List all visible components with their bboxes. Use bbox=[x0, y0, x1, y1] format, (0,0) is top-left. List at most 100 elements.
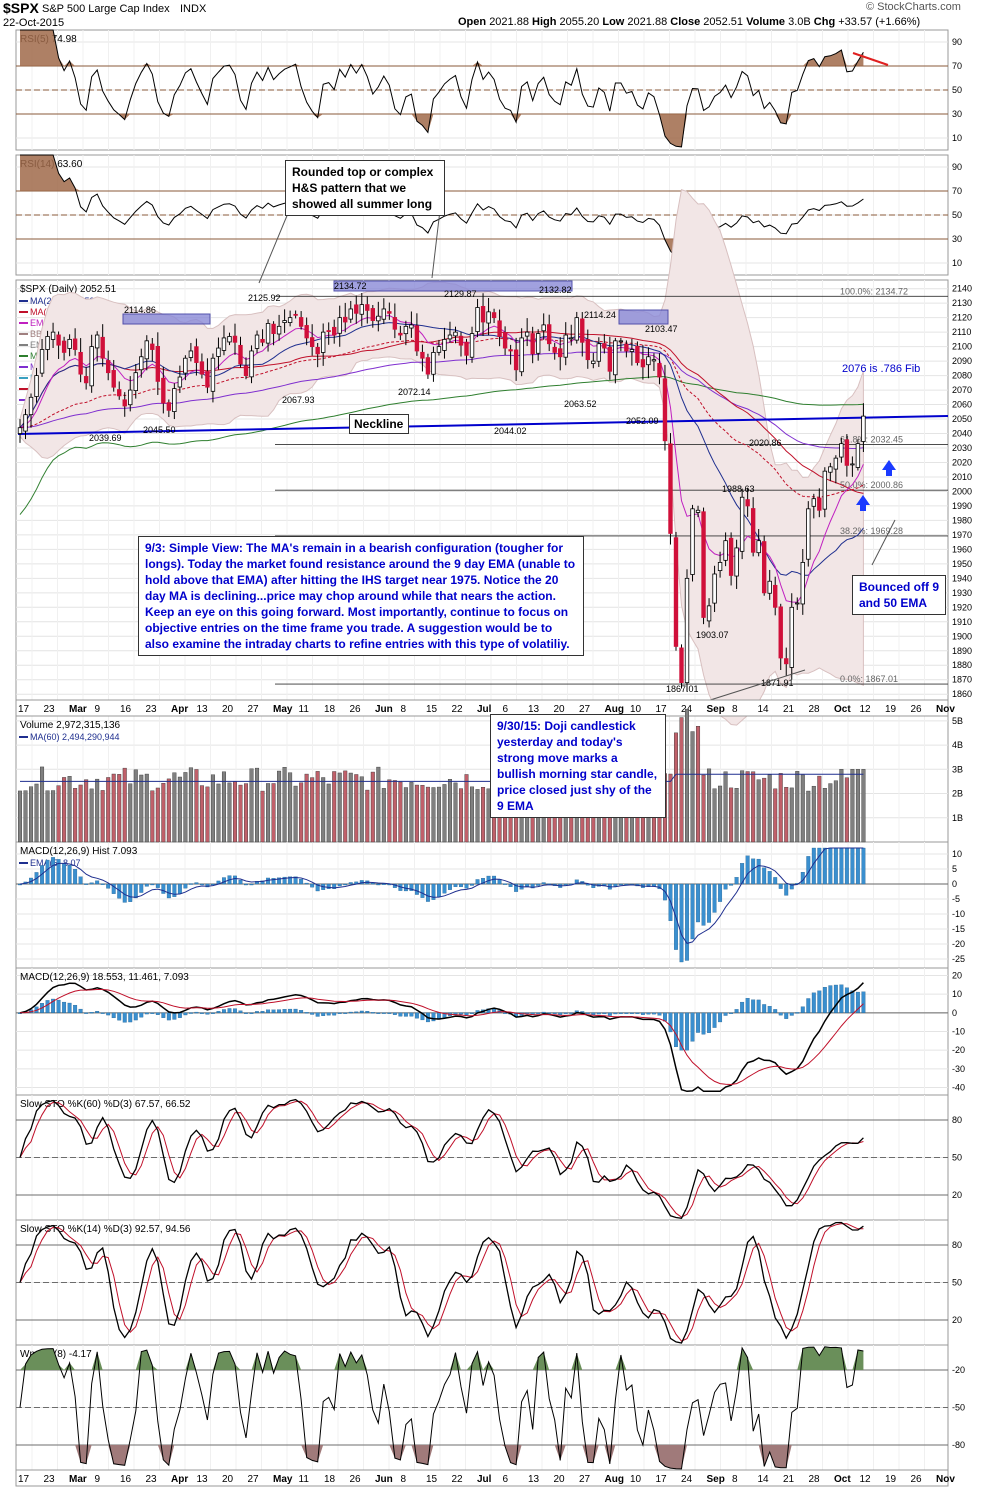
candle-body bbox=[491, 312, 497, 319]
hist-bar bbox=[271, 1009, 276, 1013]
candle bbox=[409, 311, 414, 338]
y-tick-label: 2070 bbox=[952, 385, 972, 395]
candle bbox=[332, 319, 337, 344]
hist-bar bbox=[563, 1012, 568, 1014]
candle-body bbox=[194, 346, 199, 363]
candle bbox=[139, 348, 144, 378]
candle-body bbox=[668, 443, 673, 534]
volume-bar bbox=[861, 769, 866, 843]
candle bbox=[398, 325, 403, 341]
candle bbox=[563, 322, 568, 366]
candle-body bbox=[800, 562, 805, 605]
hist-bar bbox=[414, 883, 419, 895]
volume-bar bbox=[205, 786, 210, 843]
hist-bar bbox=[177, 1012, 182, 1018]
hist-bar bbox=[194, 882, 199, 885]
macd-line bbox=[19, 982, 864, 1093]
hist-bar bbox=[536, 883, 541, 886]
candle bbox=[596, 337, 602, 367]
candle-body bbox=[332, 326, 337, 336]
y-tick-label: 1B bbox=[952, 813, 963, 823]
hist-bar bbox=[139, 883, 144, 893]
volume-bar bbox=[723, 771, 728, 843]
hist-bar bbox=[453, 883, 458, 887]
y-tick-label: -20 bbox=[952, 1365, 965, 1375]
candle bbox=[844, 434, 850, 477]
neckline bbox=[17, 415, 949, 435]
y-tick-label: 70 bbox=[952, 186, 962, 196]
hist-bar bbox=[117, 1012, 122, 1021]
candle-body bbox=[106, 360, 111, 374]
candle bbox=[309, 324, 315, 356]
candle bbox=[756, 529, 761, 557]
candle bbox=[464, 338, 469, 365]
volume-bar bbox=[376, 766, 381, 843]
y-tick-label: 2B bbox=[952, 789, 963, 799]
hist-bar bbox=[756, 858, 761, 885]
y-tick-label: 90 bbox=[952, 162, 962, 172]
chart-symbol: $SPX bbox=[3, 0, 39, 16]
candle-body bbox=[607, 346, 613, 372]
high-value: 2055.20 bbox=[559, 16, 600, 28]
hist-bar bbox=[618, 883, 623, 886]
fib-label: 100.0%: 2134.72 bbox=[840, 286, 908, 296]
candle bbox=[359, 293, 364, 327]
volume-bar bbox=[122, 767, 127, 843]
x-tick-label: 27 bbox=[579, 704, 591, 715]
y-tick-label: 1950 bbox=[952, 559, 972, 569]
volume-bar bbox=[117, 774, 122, 843]
bounced-note: Bounced off 9 and 50 EMA bbox=[852, 575, 946, 615]
candle-body bbox=[585, 339, 590, 361]
price-label: 2072.14 bbox=[398, 387, 431, 397]
candle bbox=[23, 408, 28, 440]
hist-bar bbox=[150, 883, 155, 886]
hist-bar bbox=[470, 883, 474, 886]
candle-body bbox=[613, 340, 618, 376]
candle-body bbox=[381, 308, 387, 320]
candle-body bbox=[535, 333, 541, 354]
x-axis: 17 23 Mar 9 16 23 Apr 13 20 27 May 11 18 26 Jun 8 15 22 Ju… bbox=[15, 699, 955, 717]
y-tick-label: -40 bbox=[952, 1083, 965, 1093]
hist-bar bbox=[244, 883, 248, 886]
panel-title: Volume 2,972,315,136 bbox=[20, 720, 121, 731]
candle bbox=[453, 326, 458, 344]
volume-bar bbox=[45, 790, 50, 843]
volume-bar bbox=[475, 789, 480, 843]
x-tick-label: 20 bbox=[554, 1474, 566, 1485]
candle-body bbox=[128, 389, 133, 406]
candle bbox=[640, 345, 646, 380]
candle-body bbox=[750, 508, 756, 553]
hist-bar bbox=[696, 883, 700, 923]
hist-bar bbox=[822, 847, 827, 885]
candle-body bbox=[420, 351, 425, 359]
price-label: 1988.63 bbox=[722, 484, 755, 494]
y-tick-label: -20 bbox=[952, 939, 965, 949]
hist-bar bbox=[431, 883, 436, 900]
hist-bar bbox=[536, 1012, 541, 1014]
candle-body bbox=[795, 602, 800, 605]
candle-body bbox=[734, 547, 739, 577]
hist-bar bbox=[95, 880, 100, 885]
hist-bar bbox=[166, 1012, 171, 1021]
candle bbox=[45, 330, 50, 361]
x-tick-label: 21 bbox=[783, 704, 795, 715]
candle bbox=[569, 324, 574, 346]
y-tick-label: 30 bbox=[952, 234, 962, 244]
fib-note: 2076 is .786 Fib bbox=[842, 363, 921, 375]
candle bbox=[365, 296, 370, 324]
candle-body bbox=[806, 508, 811, 560]
simple-view-note: 9/3: Simple View: The MA's remain in a b… bbox=[138, 536, 584, 656]
hist-bar bbox=[128, 1012, 133, 1023]
volume-bar bbox=[481, 787, 486, 843]
candle-body bbox=[723, 540, 728, 561]
x-tick-label: 22 bbox=[452, 704, 464, 715]
candle bbox=[72, 328, 78, 356]
x-tick-label: 23 bbox=[44, 1474, 56, 1485]
volume-bar bbox=[850, 769, 855, 843]
candle-body bbox=[464, 341, 469, 356]
candle-body bbox=[67, 338, 72, 349]
candle-body bbox=[839, 443, 844, 458]
candle bbox=[243, 357, 249, 380]
candle-body bbox=[166, 402, 172, 411]
x-tick-label: 16 bbox=[120, 1474, 132, 1485]
